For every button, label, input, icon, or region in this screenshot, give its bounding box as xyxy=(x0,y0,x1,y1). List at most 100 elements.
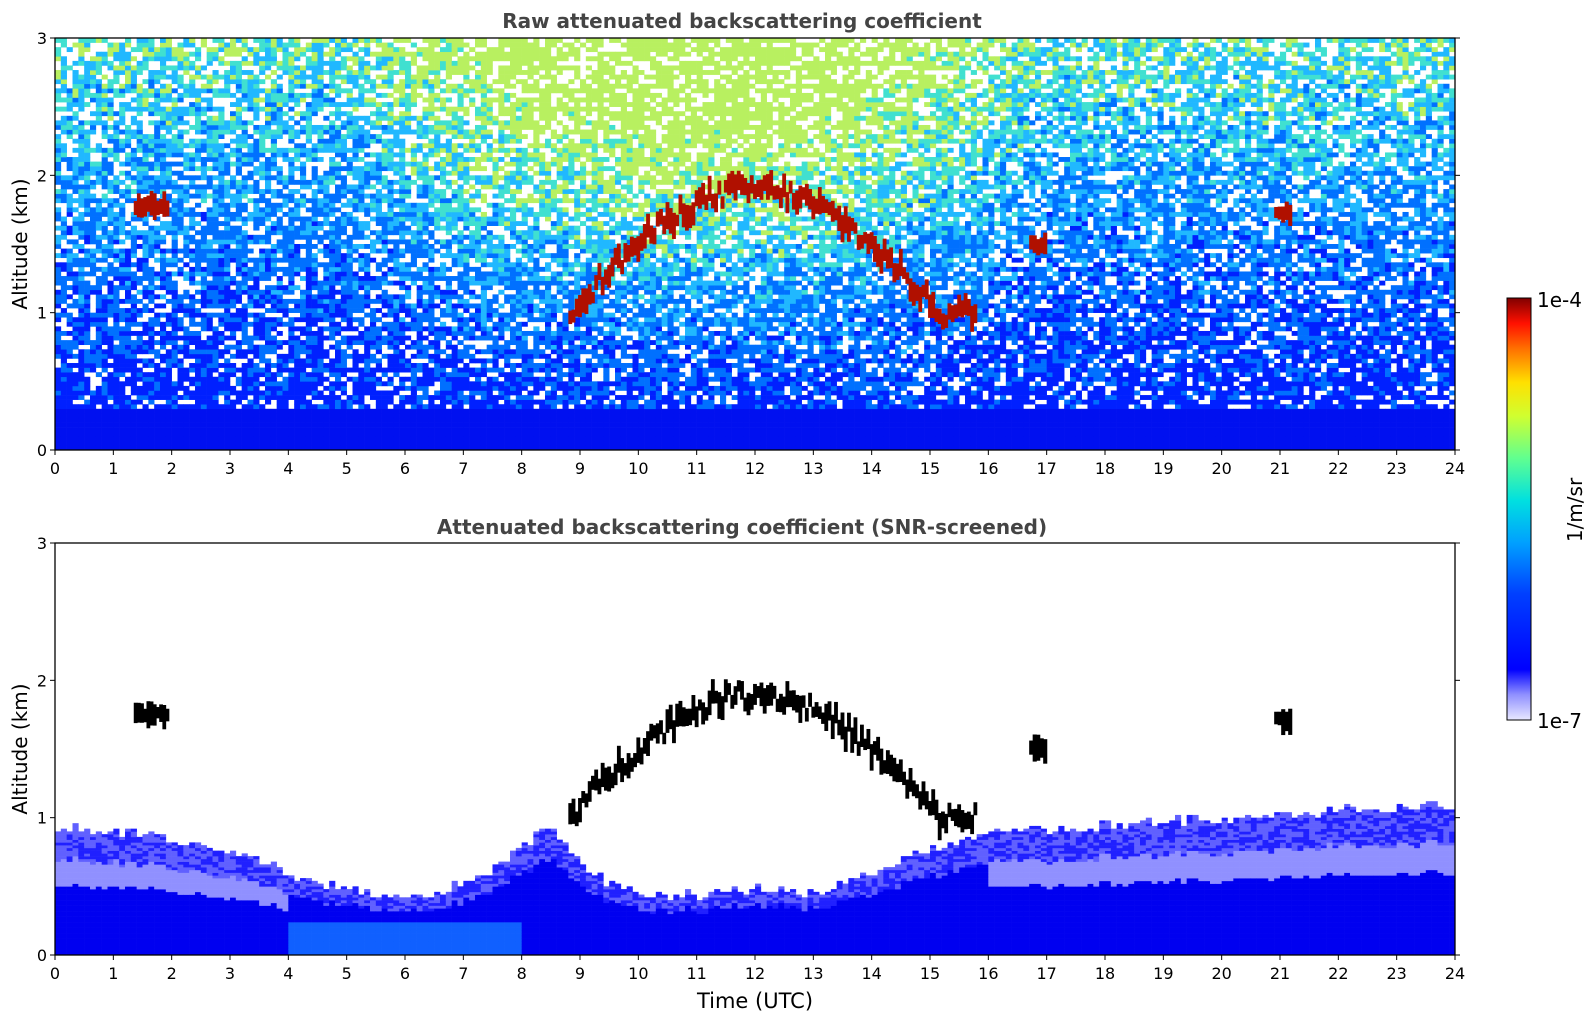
heatmap-cell xyxy=(154,107,160,112)
heatmap-cell xyxy=(288,253,294,258)
heatmap-cell xyxy=(131,413,137,418)
heatmap-cell xyxy=(119,249,125,254)
heatmap-cell xyxy=(306,336,312,341)
heatmap-cell xyxy=(224,249,230,254)
heatmap-cell xyxy=(388,336,394,341)
heatmap-cell xyxy=(393,441,399,446)
heatmap-cell xyxy=(84,61,90,66)
heatmap-cell xyxy=(370,134,376,139)
heatmap-cell xyxy=(84,427,90,432)
heatmap-cell xyxy=(248,404,254,409)
heatmap-cell xyxy=(364,116,370,121)
heatmap-cell xyxy=(288,65,294,70)
heatmap-cell xyxy=(242,38,248,43)
heatmap-cell xyxy=(84,226,90,231)
heatmap-cell xyxy=(428,203,434,208)
heatmap-cell xyxy=(183,386,189,391)
heatmap-cell xyxy=(423,152,429,157)
heatmap-cell xyxy=(265,125,271,130)
heatmap-cell xyxy=(183,336,189,341)
heatmap-cell xyxy=(160,221,166,226)
heatmap-cell xyxy=(90,400,96,405)
heatmap-cell xyxy=(218,143,224,148)
heatmap-cell xyxy=(172,258,178,263)
heatmap-cell xyxy=(213,299,219,304)
heatmap-cell xyxy=(341,313,347,318)
heatmap-cell xyxy=(446,98,452,103)
heatmap-cell xyxy=(189,212,195,217)
heatmap-cell xyxy=(137,276,143,281)
heatmap-cell xyxy=(253,281,259,286)
heatmap-cell xyxy=(318,363,324,368)
heatmap-cell xyxy=(335,349,341,354)
heatmap-cell xyxy=(195,340,201,345)
heatmap-cell xyxy=(347,294,353,299)
heatmap-cell xyxy=(143,308,149,313)
heatmap-cell xyxy=(61,221,67,226)
heatmap-cell xyxy=(411,368,417,373)
heatmap-cell xyxy=(335,377,341,382)
heatmap-cell xyxy=(55,262,61,267)
heatmap-cell xyxy=(119,404,125,409)
heatmap-cell xyxy=(125,70,131,75)
heatmap-cell xyxy=(119,368,125,373)
heatmap-cell xyxy=(108,212,114,217)
heatmap-cell xyxy=(90,125,96,130)
heatmap-cell xyxy=(73,43,79,48)
heatmap-cell xyxy=(201,267,207,272)
heatmap-cell xyxy=(411,88,417,93)
heatmap-cell xyxy=(213,162,219,167)
heatmap-cell xyxy=(265,171,271,176)
heatmap-cell xyxy=(388,93,394,98)
heatmap-cell xyxy=(201,226,207,231)
heatmap-cell xyxy=(458,239,464,244)
heatmap-cell xyxy=(318,93,324,98)
heatmap-cell xyxy=(271,299,277,304)
heatmap-cell xyxy=(137,377,143,382)
heatmap-cell xyxy=(376,230,382,235)
heatmap-cell xyxy=(172,432,178,437)
heatmap-cell xyxy=(137,47,143,52)
heatmap-cell xyxy=(329,38,335,43)
heatmap-cell xyxy=(213,441,219,446)
heatmap-cell xyxy=(73,111,79,116)
heatmap-cell xyxy=(84,157,90,162)
heatmap-cell xyxy=(452,358,458,363)
heatmap-cell xyxy=(364,299,370,304)
heatmap-cell xyxy=(61,130,67,135)
heatmap-cell xyxy=(358,134,364,139)
heatmap-cell xyxy=(90,432,96,437)
heatmap-cell xyxy=(358,194,364,199)
heatmap-cell xyxy=(183,230,189,235)
heatmap-cell xyxy=(90,111,96,116)
heatmap-cell xyxy=(90,418,96,423)
heatmap-cell xyxy=(195,427,201,432)
heatmap-cell xyxy=(201,157,207,162)
heatmap-cell xyxy=(434,143,440,148)
heatmap-cell xyxy=(277,317,283,322)
heatmap-cell xyxy=(300,203,306,208)
heatmap-cell xyxy=(300,198,306,203)
heatmap-cell xyxy=(277,217,283,222)
heatmap-cell xyxy=(446,377,452,382)
heatmap-cell xyxy=(108,111,114,116)
heatmap-cell xyxy=(125,235,131,240)
heatmap-cell xyxy=(148,184,154,189)
heatmap-cell xyxy=(178,423,184,428)
heatmap-cell xyxy=(388,377,394,382)
heatmap-cell xyxy=(78,290,84,295)
heatmap-cell xyxy=(434,93,440,98)
heatmap-cell xyxy=(388,65,394,70)
heatmap-cell xyxy=(376,134,382,139)
heatmap-cell xyxy=(236,281,242,286)
heatmap-cell xyxy=(428,79,434,84)
heatmap-cell xyxy=(434,354,440,359)
heatmap-cell xyxy=(364,432,370,437)
heatmap-cell xyxy=(458,93,464,98)
heatmap-cell xyxy=(434,276,440,281)
heatmap-cell xyxy=(253,107,259,112)
heatmap-cell xyxy=(370,409,376,414)
heatmap-cell xyxy=(277,358,283,363)
heatmap-cell xyxy=(277,304,283,309)
heatmap-cell xyxy=(405,189,411,194)
